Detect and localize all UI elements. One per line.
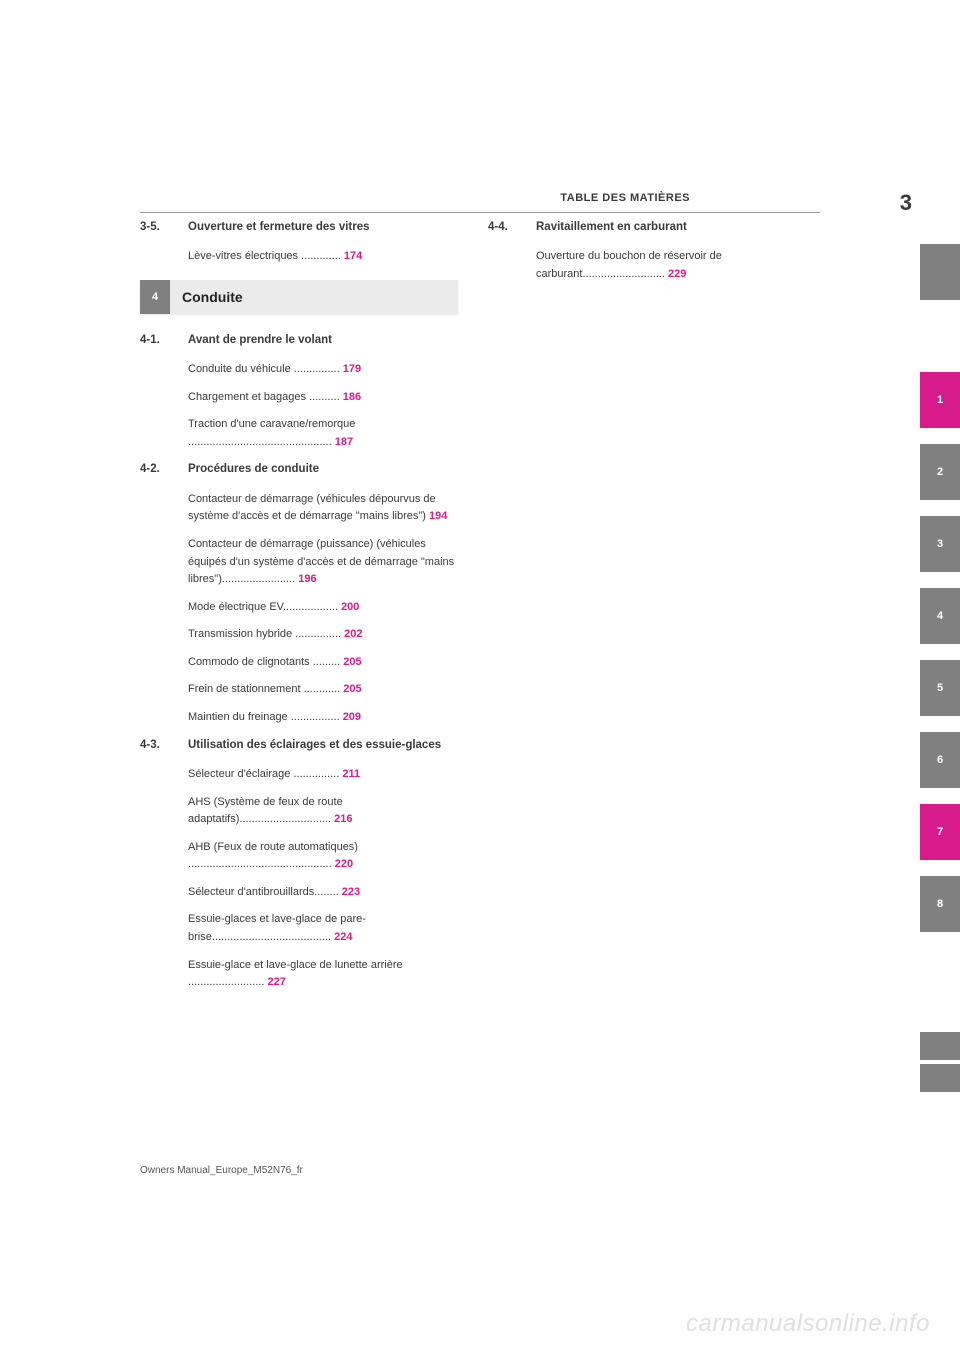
toc-item: Frein de stationnement ............ 205: [188, 681, 458, 699]
toc-item: Essuie-glace et lave-glace de lunette ar…: [188, 957, 458, 992]
toc-label: AHB (Feux de route automatiques) .......…: [188, 841, 358, 871]
toc-page[interactable]: 187: [335, 436, 353, 448]
section-title: Utilisation des éclairages et des essuie…: [188, 737, 458, 754]
toc-page[interactable]: 196: [298, 573, 316, 585]
toc-item: Sélecteur d'antibrouillards........ 223: [188, 884, 458, 902]
toc-item: Mode électrique EV.................. 200: [188, 599, 458, 617]
header-title: TABLE DES MATIÈRES: [560, 192, 690, 204]
toc-item: Commodo de clignotants ......... 205: [188, 654, 458, 672]
toc-label: Traction d'une caravane/remorque .......…: [188, 418, 355, 448]
section-heading: 3-5. Ouverture et fermeture des vitres: [140, 219, 458, 236]
blank-tab: [920, 1032, 960, 1060]
toc-item: Chargement et bagages .......... 186: [188, 389, 458, 407]
toc-item: Contacteur de démarrage (véhicules dépou…: [188, 491, 458, 526]
toc-label: Lève-vitres électriques .............: [188, 250, 344, 262]
side-tab-7[interactable]: 7: [920, 804, 960, 860]
toc-label: Mode électrique EV..................: [188, 601, 341, 613]
section-number: 4-2.: [140, 461, 188, 478]
watermark: carmanualsonline.info: [686, 1310, 930, 1338]
toc-item: Conduite du véhicule ............... 179: [188, 361, 458, 379]
side-tab-3[interactable]: 3: [920, 516, 960, 572]
toc-page[interactable]: 205: [343, 683, 361, 695]
toc-item: Lève-vitres électriques ............. 17…: [188, 248, 458, 266]
toc-page[interactable]: 194: [429, 510, 447, 522]
toc-item: AHS (Système de feux de route adaptatifs…: [188, 794, 458, 829]
toc-item: Transmission hybride ............... 202: [188, 626, 458, 644]
chapter-label: Conduite: [170, 280, 458, 314]
toc-page[interactable]: 179: [343, 363, 361, 375]
footer-text: Owners Manual_Europe_M52N76_fr: [140, 1165, 303, 1176]
section-title: Procédures de conduite: [188, 461, 458, 478]
toc-item: Maintien du freinage ................ 20…: [188, 709, 458, 727]
toc-label: Conduite du véhicule ...............: [188, 363, 343, 375]
toc-page[interactable]: 229: [668, 268, 686, 280]
toc-item: Sélecteur d'éclairage ............... 21…: [188, 766, 458, 784]
left-column: 3-5. Ouverture et fermeture des vitres L…: [140, 219, 458, 1002]
chapter-banner: 4 Conduite: [140, 280, 458, 314]
toc-label: AHS (Système de feux de route adaptatifs…: [188, 796, 343, 826]
toc-page[interactable]: 174: [344, 250, 362, 262]
side-tab-6[interactable]: 6: [920, 732, 960, 788]
side-tab-2[interactable]: 2: [920, 444, 960, 500]
section-title: Ouverture et fermeture des vitres: [188, 219, 458, 236]
side-tab-5[interactable]: 5: [920, 660, 960, 716]
toc-page[interactable]: 209: [343, 711, 361, 723]
blank-tab: [920, 1064, 960, 1092]
toc-page[interactable]: 216: [334, 813, 352, 825]
toc-label: Contacteur de démarrage (puissance) (véh…: [188, 538, 454, 585]
side-tabs: 1 2 3 4 5 6 7 8: [920, 372, 960, 948]
toc-page[interactable]: 202: [344, 628, 362, 640]
section-number: 4-1.: [140, 332, 188, 349]
toc-label: Chargement et bagages ..........: [188, 391, 343, 403]
section-title: Avant de prendre le volant: [188, 332, 458, 349]
toc-label: Maintien du freinage ................: [188, 711, 343, 723]
section-title: Ravitaillement en carburant: [536, 219, 806, 236]
section-heading: 4-4. Ravitaillement en carburant: [488, 219, 806, 236]
columns: 3-5. Ouverture et fermeture des vitres L…: [140, 219, 820, 1002]
toc-item: Essuie-glaces et lave-glace de pare-bris…: [188, 911, 458, 946]
side-tab-4[interactable]: 4: [920, 588, 960, 644]
toc-label: Ouverture du bouchon de réservoir de car…: [536, 250, 722, 280]
toc-item: AHB (Feux de route automatiques) .......…: [188, 839, 458, 874]
toc-page[interactable]: 223: [342, 886, 360, 898]
toc-label: Sélecteur d'antibrouillards........: [188, 886, 342, 898]
toc-label: Commodo de clignotants .........: [188, 656, 343, 668]
side-tab-8[interactable]: 8: [920, 876, 960, 932]
toc-item: Contacteur de démarrage (puissance) (véh…: [188, 536, 458, 589]
section-number: 4-4.: [488, 219, 536, 236]
toc-item: Ouverture du bouchon de réservoir de car…: [536, 248, 806, 283]
toc-page[interactable]: 211: [342, 768, 360, 780]
toc-item: Traction d'une caravane/remorque .......…: [188, 416, 458, 451]
page-content: TABLE DES MATIÈRES 3 3-5. Ouverture et f…: [140, 192, 820, 1192]
toc-page[interactable]: 186: [343, 391, 361, 403]
section-number: 4-3.: [140, 737, 188, 754]
toc-page[interactable]: 227: [267, 976, 285, 988]
side-tab-1[interactable]: 1: [920, 372, 960, 428]
right-column: 4-4. Ravitaillement en carburant Ouvertu…: [488, 219, 806, 1002]
chapter-number: 4: [140, 280, 170, 314]
toc-label: Frein de stationnement ............: [188, 683, 343, 695]
top-blank-tab: [920, 244, 960, 300]
toc-page[interactable]: 224: [334, 931, 352, 943]
toc-label: Transmission hybride ...............: [188, 628, 344, 640]
toc-label: Contacteur de démarrage (véhicules dépou…: [188, 493, 436, 523]
toc-page[interactable]: 220: [335, 858, 353, 870]
toc-label: Sélecteur d'éclairage ...............: [188, 768, 342, 780]
bottom-blank-tabs: [920, 1032, 960, 1096]
page-number: 3: [900, 190, 912, 216]
section-number: 3-5.: [140, 219, 188, 236]
section-heading: 4-3. Utilisation des éclairages et des e…: [140, 737, 458, 754]
toc-page[interactable]: 205: [343, 656, 361, 668]
toc-page[interactable]: 200: [341, 601, 359, 613]
header-divider: [140, 212, 820, 213]
page-header: TABLE DES MATIÈRES 3: [140, 192, 820, 204]
toc-label: Essuie-glace et lave-glace de lunette ar…: [188, 959, 403, 989]
section-heading: 4-1. Avant de prendre le volant: [140, 332, 458, 349]
section-heading: 4-2. Procédures de conduite: [140, 461, 458, 478]
